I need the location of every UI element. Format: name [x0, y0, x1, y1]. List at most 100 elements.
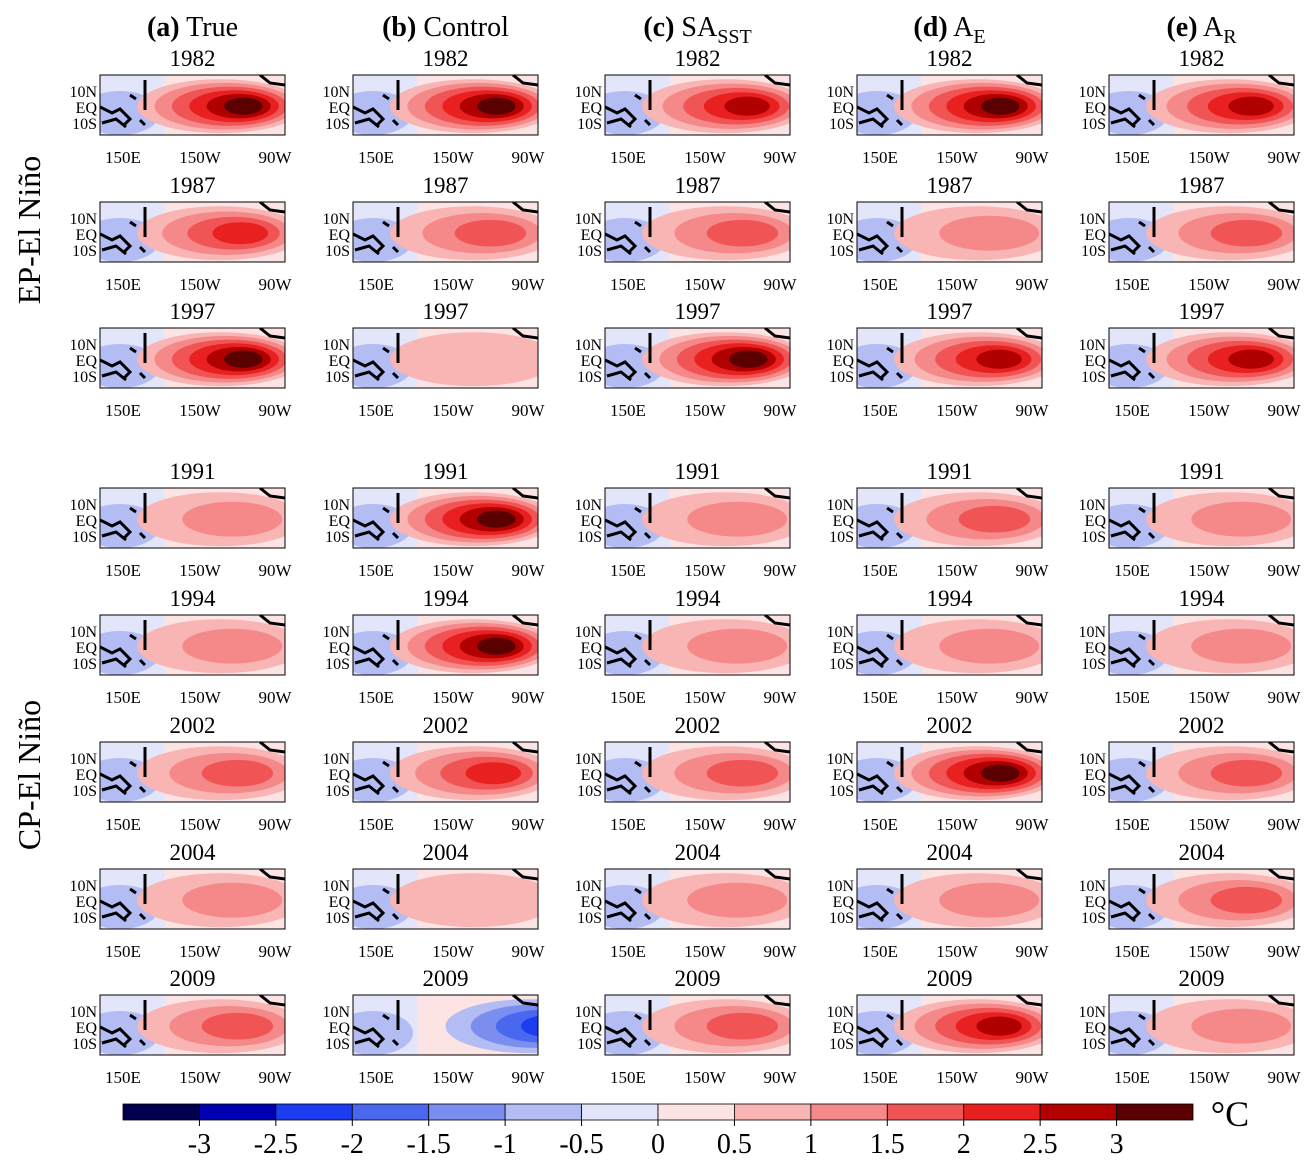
lat-tick-label: EQ	[76, 353, 98, 370]
year-label: 2009	[170, 966, 216, 991]
anomaly-peak	[213, 222, 269, 244]
anomaly-peak	[1191, 629, 1291, 664]
lat-tick-label: 10N	[574, 84, 602, 101]
map-panel	[333, 328, 557, 388]
lat-tick-label: EQ	[581, 1020, 603, 1037]
lon-tick-label: 150W	[179, 1068, 222, 1087]
lon-tick-label: 150W	[936, 815, 979, 834]
lat-tick-label: 10N	[574, 497, 602, 514]
year-label: 1994	[423, 586, 470, 611]
lat-tick-label: 10S	[577, 910, 602, 927]
year-label: 1991	[675, 459, 721, 484]
lat-tick-label: 10N	[69, 497, 97, 514]
column-name: Control	[423, 12, 509, 43]
lon-tick-label: 150W	[1188, 815, 1231, 834]
lat-tick-label: EQ	[329, 353, 351, 370]
lon-tick-label: 90W	[258, 815, 292, 834]
lon-tick-label: 150E	[862, 1068, 898, 1087]
column-label: (e)	[1166, 12, 1197, 43]
lon-tick-label: 90W	[1267, 1068, 1301, 1087]
lon-tick-label: 150E	[358, 1068, 394, 1087]
lat-tick-label: EQ	[581, 767, 603, 784]
year-label: 2004	[423, 840, 470, 865]
lon-tick-label: 150W	[179, 275, 222, 294]
lon-tick-label: 90W	[1015, 148, 1049, 167]
lon-tick-label: 150E	[1114, 561, 1150, 580]
lon-tick-label: 90W	[1267, 815, 1301, 834]
colorbar-bin	[276, 1104, 352, 1120]
lat-tick-label: 10S	[72, 116, 97, 133]
year-label: 1991	[170, 459, 216, 484]
map-panel	[585, 75, 809, 135]
lat-tick-label: 10S	[829, 369, 854, 386]
anomaly-peak	[729, 351, 767, 368]
lon-tick-label: 90W	[511, 815, 545, 834]
lat-tick-label: EQ	[76, 640, 98, 657]
lat-tick-label: 10S	[1081, 783, 1106, 800]
lon-tick-label: 150W	[936, 275, 979, 294]
year-label: 1982	[675, 46, 721, 71]
map-panel	[1089, 995, 1313, 1055]
lon-tick-label: 150W	[1188, 561, 1231, 580]
map-panel	[1089, 488, 1313, 548]
lon-tick-label: 90W	[763, 815, 797, 834]
year-label: 1987	[675, 173, 721, 198]
anomaly-peak	[202, 760, 273, 787]
map-panel	[333, 742, 557, 802]
lat-tick-label: 10N	[826, 211, 854, 228]
lon-tick-label: 150E	[358, 942, 394, 961]
map-panel	[837, 742, 1061, 802]
lon-tick-label: 150W	[1188, 148, 1231, 167]
lat-tick-label: 10S	[577, 369, 602, 386]
year-label: 1987	[927, 173, 973, 198]
map-panel	[80, 742, 304, 802]
lon-tick-label: 150W	[432, 688, 475, 707]
lat-tick-label: 10S	[1081, 369, 1106, 386]
lon-tick-label: 150W	[179, 688, 222, 707]
year-label: 2002	[170, 713, 216, 738]
lon-tick-label: 90W	[511, 688, 545, 707]
lon-tick-label: 90W	[511, 401, 545, 420]
map-panel	[585, 869, 809, 929]
lat-tick-label: 10S	[72, 910, 97, 927]
map-panel	[837, 202, 1061, 262]
anomaly-peak	[390, 332, 557, 386]
lon-tick-label: 90W	[1015, 561, 1049, 580]
map-panel	[333, 869, 557, 929]
anomaly-peak	[477, 638, 515, 655]
map-panel	[585, 202, 809, 262]
lat-tick-label: 10S	[325, 529, 350, 546]
lon-tick-label: 90W	[763, 401, 797, 420]
anomaly-peak	[224, 351, 262, 368]
anomaly-peak	[455, 220, 526, 247]
lon-tick-label: 150W	[684, 401, 727, 420]
lon-tick-label: 150W	[1188, 1068, 1231, 1087]
lat-tick-label: EQ	[329, 1020, 351, 1037]
lat-tick-label: EQ	[581, 894, 603, 911]
lon-tick-label: 150W	[936, 942, 979, 961]
lat-tick-label: EQ	[581, 513, 603, 530]
lon-tick-label: 150W	[684, 942, 727, 961]
lat-tick-label: 10N	[1078, 497, 1106, 514]
colorbar-tick-label: 3	[1110, 1129, 1124, 1159]
lon-tick-label: 150E	[358, 688, 394, 707]
lon-tick-label: 150E	[105, 942, 141, 961]
anomaly-peak	[1211, 760, 1282, 787]
lon-tick-label: 90W	[1015, 1068, 1049, 1087]
lon-tick-label: 150E	[105, 148, 141, 167]
lon-tick-label: 90W	[258, 148, 292, 167]
anomaly-peak	[477, 98, 515, 115]
lon-tick-label: 150W	[179, 815, 222, 834]
lat-tick-label: 10S	[72, 656, 97, 673]
lon-tick-label: 150E	[1114, 688, 1150, 707]
year-label: 2009	[927, 966, 973, 991]
anomaly-peak	[707, 1013, 778, 1040]
lon-tick-label: 90W	[511, 148, 545, 167]
lon-tick-label: 150W	[936, 561, 979, 580]
lon-tick-label: 90W	[258, 942, 292, 961]
colorbar-tick-label: -1	[493, 1129, 516, 1159]
lon-tick-label: 150W	[432, 1068, 475, 1087]
lon-tick-label: 150W	[684, 275, 727, 294]
lat-tick-label: 10N	[1078, 211, 1106, 228]
lon-tick-label: 150E	[610, 688, 646, 707]
